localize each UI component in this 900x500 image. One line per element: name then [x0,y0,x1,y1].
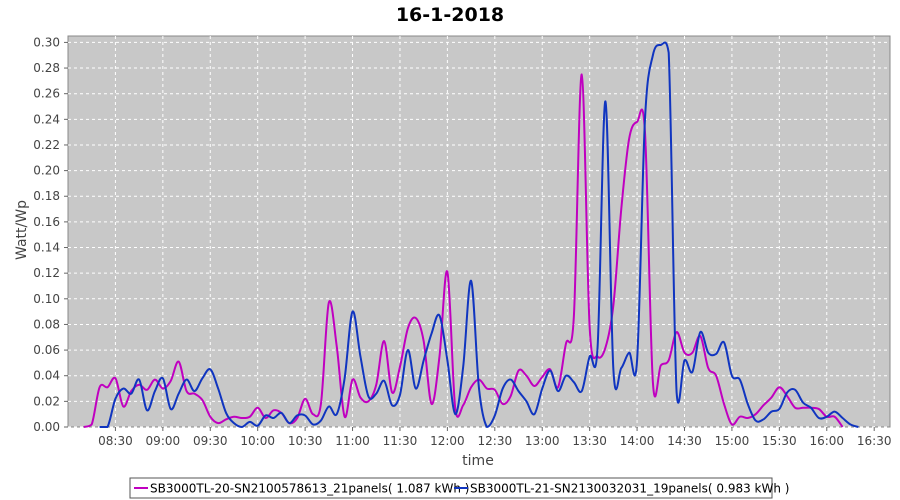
x-tick-label: 11:30 [383,434,418,448]
y-tick-label: 0.22 [33,138,60,152]
x-tick-label: 13:00 [525,434,560,448]
x-tick-label: 16:00 [809,434,844,448]
x-tick-label: 12:00 [430,434,465,448]
x-tick-label: 11:00 [335,434,370,448]
legend-label-series-0: SB3000TL-20-SN2100578613_21panels( 1.087… [150,482,469,496]
x-tick-label: 16:30 [857,434,892,448]
y-tick-label: 0.02 [33,394,60,408]
x-tick-label: 15:00 [715,434,750,448]
x-axis: 08:30 09:00 09:30 10:00 10:30 11:00 11:30 12:00… [98,427,891,448]
x-tick-label: 12:30 [478,434,513,448]
y-tick-label: 0.04 [33,369,60,383]
y-axis-label: Watt/Wp [14,200,30,260]
y-tick-label: 0.28 [33,61,60,75]
legend-box [129,477,773,499]
grid-lines [68,36,890,428]
legend-label-series-1: SB3000TL-21-SN2130032031_19panels( 0.983… [470,482,789,496]
y-tick-label: 0.16 [33,215,60,229]
y-tick-label: 0.14 [33,241,60,255]
chart-title: 16-1-2018 [396,4,504,26]
y-tick-label: 0.26 [33,87,60,101]
x-tick-label: 15:30 [762,434,797,448]
y-tick-label: 0.12 [33,266,60,280]
x-tick-label: 13:30 [572,434,607,448]
x-tick-label: 10:00 [240,434,275,448]
y-tick-label: 0.10 [33,292,60,306]
x-tick-label: 09:00 [146,434,181,448]
series-line-0 [83,73,844,428]
series-lines [83,41,859,428]
x-tick-label: 14:00 [620,434,655,448]
y-tick-label: 0.08 [33,317,60,331]
y-tick-label: 0.20 [33,164,60,178]
series-line-1 [99,41,859,428]
x-tick-label: 09:30 [193,434,228,448]
y-axis: 0.00 0.02 0.04 0.06 0.08 0.10 0.12 0.14 0.16 0.18… [33,35,68,434]
x-tick-label: 08:30 [98,434,133,448]
y-tick-label: 0.06 [33,343,60,357]
y-tick-label: 0.30 [33,35,60,49]
x-axis-label: time [462,453,494,469]
y-tick-label: 0.00 [33,420,60,434]
y-tick-label: 0.24 [33,112,60,126]
x-tick-label: 14:30 [667,434,702,448]
x-tick-label: 10:30 [288,434,323,448]
plot-area [67,35,891,428]
legend: SB3000TL-20-SN2100578613_21panels( 1.087… [129,477,789,499]
y-tick-label: 0.18 [33,189,60,203]
